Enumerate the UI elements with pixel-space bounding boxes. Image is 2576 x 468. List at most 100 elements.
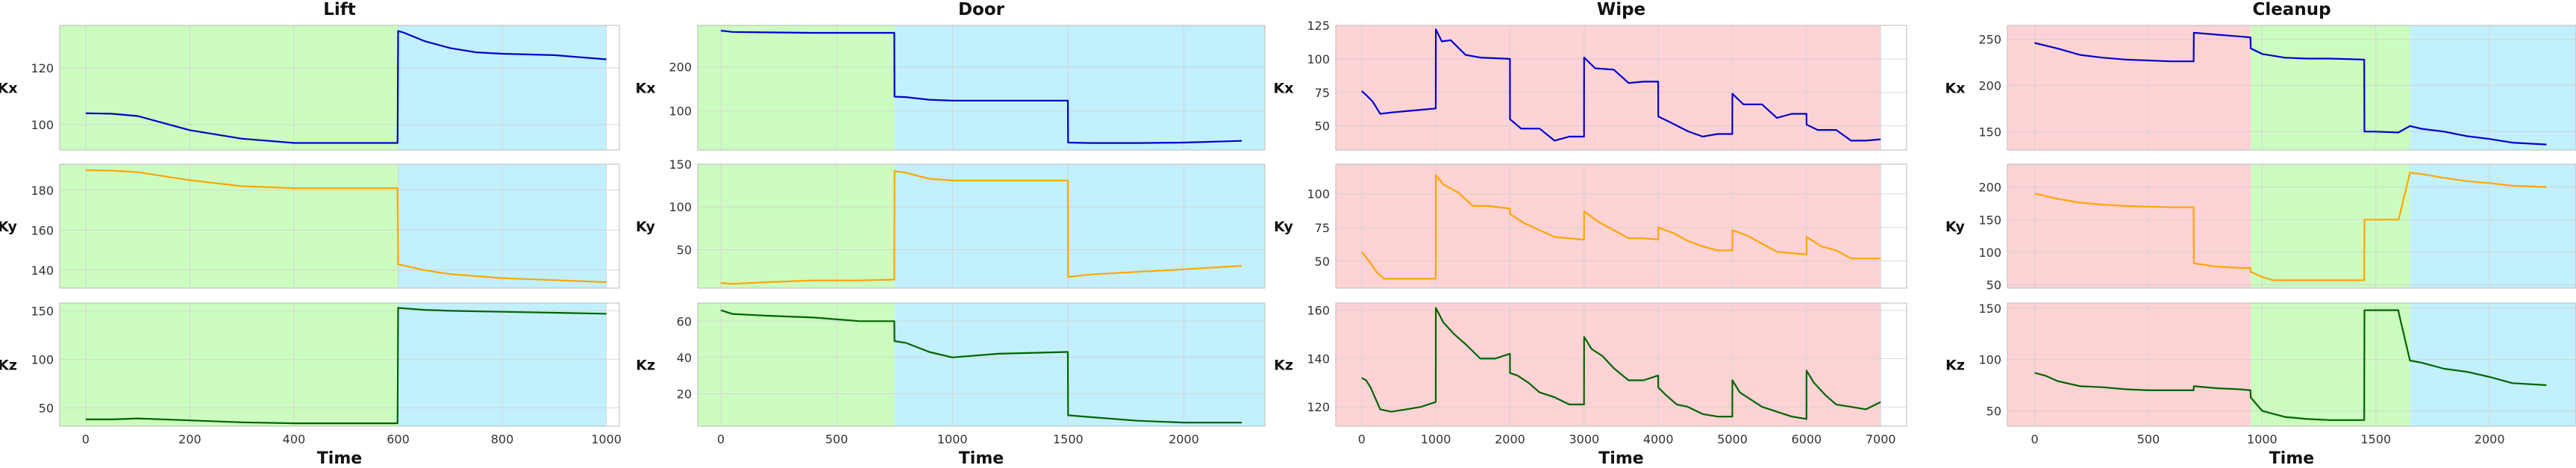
- panel-frame: [697, 302, 1266, 427]
- series-line-ky: [85, 169, 607, 284]
- subplot-wipe: Wipe 50 75 100 125 Kx 50 75 100 Ky 120 140 160 Kz 0 100…: [1274, 0, 1907, 468]
- panel-ky: 50 75 100 Ky: [1274, 163, 1907, 289]
- panel-kz: 20 40 60 Kz: [636, 302, 1266, 427]
- panel-frame: [1335, 163, 1907, 289]
- phase-band-red: [2007, 303, 2251, 426]
- y-tick-label: 75: [1315, 86, 1330, 100]
- y-tick-label: 150: [1978, 125, 2001, 139]
- series-line-kz: [720, 309, 1242, 424]
- panel-frame: [1335, 302, 1907, 427]
- series-line-ky: [2034, 172, 2547, 281]
- y-tick-label: 50: [677, 243, 692, 257]
- panel-frame: [59, 25, 620, 151]
- y-tick-label: 160: [1307, 304, 1330, 318]
- x-tick-label: 0: [2031, 432, 2038, 446]
- y-axis-label: Ky: [1274, 219, 1294, 235]
- phase-band-blue: [894, 303, 1265, 426]
- chart-title: Wipe: [1597, 0, 1645, 19]
- panel-frame: [697, 25, 1266, 151]
- y-tick-label: 100: [31, 352, 54, 366]
- panel-frame: [1335, 25, 1907, 151]
- y-tick-label: 200: [669, 60, 692, 75]
- y-tick-label: 100: [669, 104, 692, 118]
- x-axis-label: Time: [2269, 449, 2314, 468]
- x-tick-label: 0: [1358, 432, 1366, 446]
- x-axis-label: Time: [959, 449, 1004, 468]
- y-tick-label: 250: [1978, 33, 2001, 47]
- phase-band-red: [1336, 25, 1881, 150]
- panel-frame: [2007, 25, 2576, 151]
- phase-band-green: [2251, 25, 2410, 150]
- x-tick-label: 1500: [2360, 432, 2391, 446]
- panel-kz: 50 100 150 Kz: [0, 302, 620, 427]
- y-tick-label: 50: [1315, 255, 1330, 269]
- x-tick-label: 2000: [2475, 432, 2505, 446]
- x-tick-label: 3000: [1569, 432, 1599, 446]
- y-tick-label: 120: [31, 61, 54, 75]
- y-tick-label: 100: [1978, 246, 2001, 260]
- panel-frame: [59, 302, 620, 427]
- y-axis-label: Kx: [1274, 81, 1294, 97]
- y-axis-label: Kx: [0, 81, 17, 97]
- panel-kz: 50 100 150 Kz: [1945, 302, 2576, 427]
- x-tick-label: 1000: [591, 432, 622, 446]
- y-axis-label: Ky: [636, 219, 656, 235]
- y-tick-label: 140: [31, 263, 54, 278]
- y-tick-label: 50: [1315, 119, 1330, 134]
- y-tick-label: 180: [31, 184, 54, 198]
- y-tick-label: 50: [1986, 404, 2001, 418]
- x-tick-label: 200: [178, 432, 201, 446]
- x-tick-label: 400: [283, 432, 306, 446]
- y-tick-label: 75: [1315, 221, 1330, 235]
- y-tick-label: 160: [31, 223, 54, 237]
- x-tick-label: 1000: [2247, 432, 2278, 446]
- phase-band-green: [60, 164, 398, 288]
- y-tick-label: 150: [669, 157, 692, 172]
- series-line-kz: [85, 307, 607, 425]
- panel-ky: 50 100 150 Ky: [636, 157, 1266, 289]
- series-line-ky: [720, 170, 1242, 285]
- y-tick-label: 125: [1307, 19, 1330, 33]
- panel-frame: [2007, 163, 2576, 289]
- y-tick-label: 200: [1978, 78, 2001, 93]
- chart-title: Cleanup: [2252, 0, 2330, 19]
- y-axis-label: Kz: [0, 358, 17, 374]
- x-tick-label: 5000: [1717, 432, 1748, 446]
- panel-kz: 120 140 160 Kz: [1274, 302, 1907, 427]
- phase-band-green: [698, 164, 895, 288]
- phase-band-blue: [894, 25, 1265, 150]
- x-tick-label: 800: [491, 432, 514, 446]
- y-tick-label: 100: [31, 118, 54, 132]
- series-line-kx: [85, 30, 607, 144]
- y-axis-label: Kz: [1945, 358, 1965, 374]
- subplot-cleanup: Cleanup 150 200 250 Kx 50 100 150 200 Ky 50 100 150 K…: [1945, 0, 2576, 468]
- x-tick-label: 1000: [1421, 432, 1451, 446]
- phase-band-green: [698, 303, 895, 426]
- phase-band-green: [2251, 303, 2410, 426]
- phase-band-green: [2251, 164, 2410, 288]
- phase-band-blue: [894, 164, 1265, 288]
- phase-band-green: [60, 25, 398, 150]
- x-tick-label: 500: [825, 432, 848, 446]
- y-tick-label: 50: [39, 401, 54, 415]
- phase-band-blue: [2410, 25, 2576, 150]
- series-line-kx: [720, 29, 1242, 144]
- y-tick-label: 200: [1978, 181, 2001, 195]
- x-tick-label: 7000: [1866, 432, 1896, 446]
- x-tick-label: 1000: [937, 432, 968, 446]
- y-tick-label: 150: [31, 304, 54, 318]
- series-line-kx: [2034, 31, 2547, 146]
- y-tick-label: 50: [1986, 278, 2001, 293]
- series-line-ky: [1360, 174, 1881, 280]
- panel-frame: [59, 163, 620, 289]
- panel-frame: [2007, 302, 2576, 427]
- chart-title: Door: [958, 0, 1005, 19]
- x-axis-label: Time: [1598, 449, 1643, 468]
- phase-band-red: [1336, 164, 1881, 288]
- x-tick-label: 0: [717, 432, 725, 446]
- y-tick-label: 120: [1307, 400, 1330, 414]
- phase-band-green: [60, 303, 398, 426]
- subplot-door: Door 100 200 Kx 50 100 150 Ky 20 40 60 Kz 0 500 1000 15…: [636, 0, 1266, 468]
- x-tick-label: 6000: [1792, 432, 1822, 446]
